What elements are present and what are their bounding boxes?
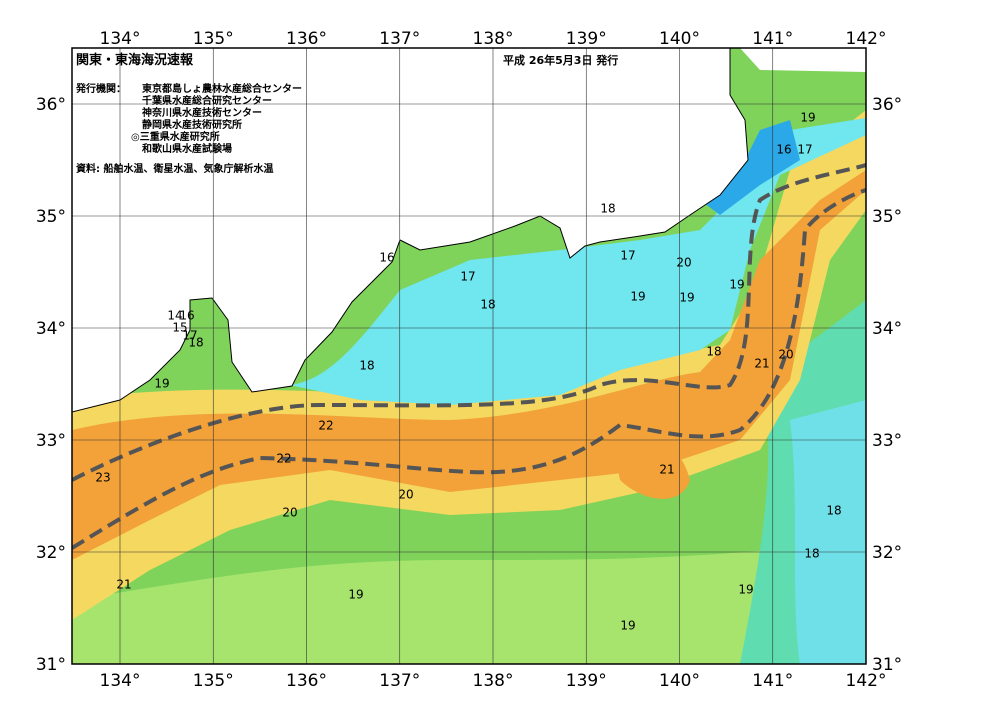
lon-label-top: 136°: [286, 29, 327, 49]
lon-label-bottom: 139°: [566, 671, 607, 691]
contour-label: 20: [676, 256, 691, 270]
lon-label-top: 135°: [193, 29, 234, 49]
contour-label: 18: [826, 504, 841, 518]
lat-label-right: 31°: [872, 655, 902, 675]
lat-label-left: 34°: [36, 319, 66, 339]
lon-label-top: 140°: [659, 29, 700, 49]
contour-label: 18: [480, 298, 495, 312]
issuer: ◎三重県水産研究所: [131, 130, 220, 143]
title: 関東・東海海況速報: [76, 52, 194, 68]
lat-label-right: 36°: [872, 95, 902, 115]
issuer: 静岡県水産技術研究所: [142, 118, 242, 131]
lat-label-left: 31°: [36, 655, 66, 675]
sst-field: [72, 48, 866, 664]
contour-label: 17: [797, 143, 812, 157]
contour-label: 19: [630, 290, 645, 304]
warm-band: [72, 110, 866, 620]
kuroshio-north-edge: [72, 163, 866, 482]
lat-label-left: 32°: [36, 543, 66, 563]
issuers-label: 発行機関：: [75, 82, 126, 95]
contour-label: 22: [276, 452, 291, 466]
contour-label: 18: [804, 547, 819, 561]
lon-label-bottom: 135°: [193, 671, 234, 691]
contour-label: 14: [167, 309, 182, 323]
graticule: 134° 134° 135° 135° 136° 136° 137° 137° 138° 138°…: [36, 29, 902, 691]
lat-label-right: 34°: [872, 319, 902, 339]
contour-label: 19: [154, 377, 169, 391]
lat-label-right: 32°: [872, 543, 902, 563]
contour-label: 22: [318, 419, 333, 433]
contour-label: 17: [182, 329, 197, 343]
contour-label: 21: [659, 463, 674, 477]
lon-label-bottom: 140°: [659, 671, 700, 691]
coastal-cool: [290, 118, 866, 405]
warm-eddy: [610, 427, 690, 499]
contour-label: 17: [460, 270, 475, 284]
issuer: 東京都島しょ農林水産総合センター: [142, 82, 302, 95]
issuer: 神奈川県水産技術センター: [142, 106, 262, 119]
contour-label: 21: [754, 357, 769, 371]
issuer: 和歌山県水産試験場: [141, 142, 232, 155]
contour-label: 18: [188, 336, 203, 350]
lon-label-bottom: 141°: [752, 671, 793, 691]
lat-label-left: 33°: [36, 431, 66, 451]
issuer: 千葉県水産総合研究センター: [142, 94, 272, 107]
lon-label-top: 138°: [473, 29, 514, 49]
contour-label: 23: [95, 471, 110, 485]
contour-label: 20: [282, 506, 297, 520]
lon-label-bottom: 138°: [473, 671, 514, 691]
source: 資料: 船舶水温、衛星水温、気象庁解析水温: [76, 162, 273, 175]
contour-label: 18: [600, 202, 615, 216]
contour-label: 19: [348, 588, 363, 602]
contour-label: 16: [179, 309, 194, 323]
lon-label-top: 137°: [379, 29, 420, 49]
lon-label-bottom: 136°: [286, 671, 327, 691]
coastal-cold: [700, 120, 800, 215]
cool-east-inner: [790, 400, 866, 664]
contour-label: 17: [620, 249, 635, 263]
lat-label-left: 36°: [36, 95, 66, 115]
contour-label: 20: [778, 348, 793, 362]
lon-label-top: 142°: [846, 29, 887, 49]
contour-label: 19: [800, 111, 815, 125]
kuroshio-south-edge: [72, 188, 866, 550]
lon-label-top: 134°: [100, 29, 141, 49]
contour-label: 15: [172, 321, 187, 335]
lon-label-top: 141°: [752, 29, 793, 49]
contour-label: 18: [359, 359, 374, 373]
contour-label: 16: [776, 143, 791, 157]
contour-label: 18: [706, 345, 721, 359]
contour-label: 20: [398, 488, 413, 502]
map-frame: [71, 47, 867, 665]
lat-label-right: 33°: [872, 431, 902, 451]
lon-label-bottom: 142°: [846, 671, 887, 691]
lon-label-bottom: 137°: [379, 671, 420, 691]
contour-label: 16: [379, 251, 394, 265]
lat-label-left: 35°: [36, 207, 66, 227]
contour-label: 19: [679, 291, 694, 305]
contour-label: 19: [620, 619, 635, 633]
contour-label: 21: [116, 578, 131, 592]
lon-label-bottom: 134°: [100, 671, 141, 691]
land-north: [72, 48, 866, 72]
contour-label: 19: [738, 583, 753, 597]
contour-label: 19: [729, 278, 744, 292]
warm-south: [72, 540, 866, 664]
lat-label-right: 35°: [872, 207, 902, 227]
issue-date: 平成 26年5月3日 発行: [503, 53, 618, 67]
lon-label-top: 139°: [566, 29, 607, 49]
